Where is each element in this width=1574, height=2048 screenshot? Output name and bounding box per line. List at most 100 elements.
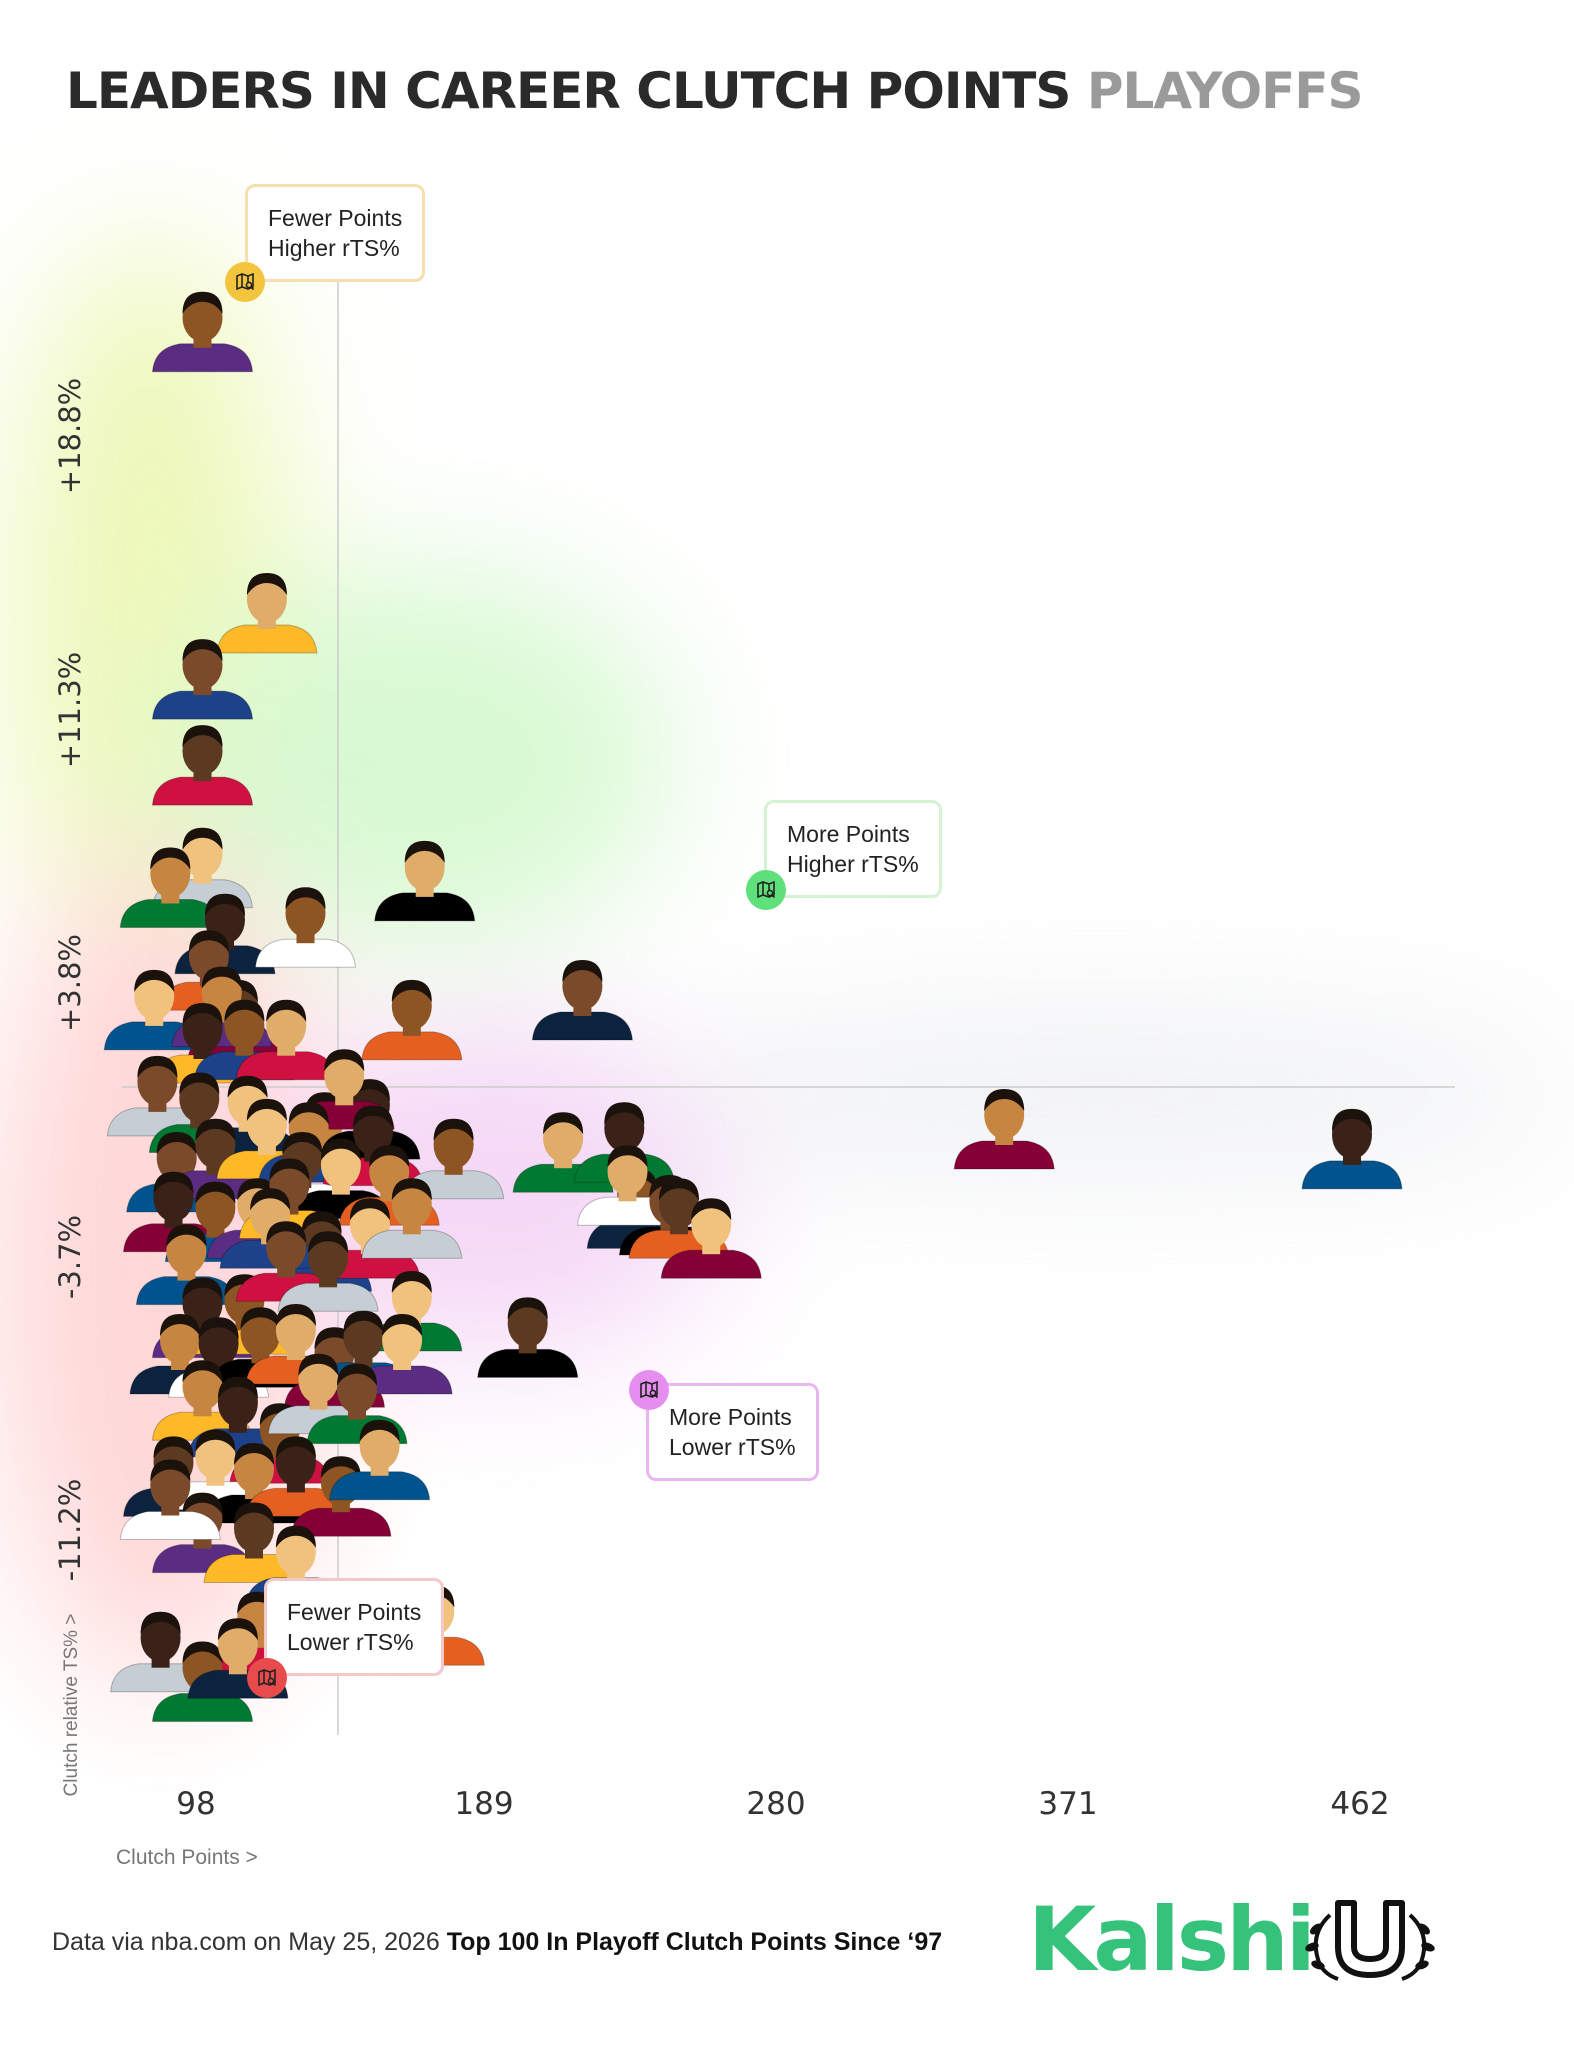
player-point bbox=[254, 887, 357, 968]
player-points bbox=[103, 291, 1403, 1722]
head bbox=[153, 1173, 194, 1222]
xtick-label: 280 bbox=[746, 1786, 806, 1822]
hair bbox=[1332, 1108, 1372, 1131]
hair bbox=[391, 979, 432, 1002]
hair bbox=[140, 1611, 181, 1634]
hair bbox=[182, 291, 223, 314]
hair bbox=[198, 1317, 239, 1340]
head bbox=[404, 842, 445, 891]
head bbox=[182, 1005, 223, 1053]
laurel-u-logo-icon bbox=[1305, 1900, 1435, 1981]
head bbox=[382, 1316, 423, 1364]
hair bbox=[217, 1376, 258, 1399]
hair bbox=[984, 1089, 1025, 1111]
xtick-label: 462 bbox=[1330, 1786, 1390, 1822]
player-point bbox=[151, 725, 254, 806]
head bbox=[391, 1273, 432, 1321]
head bbox=[607, 1147, 648, 1196]
y-axis-title: Clutch relative TS% > bbox=[61, 1613, 82, 1797]
head bbox=[320, 1140, 361, 1189]
hair bbox=[182, 1492, 223, 1515]
head bbox=[156, 1134, 197, 1182]
jersey bbox=[235, 1051, 337, 1081]
head bbox=[275, 1306, 316, 1354]
ytick-label: +3.8% bbox=[53, 934, 87, 1032]
title-accent: PLAYOFFS bbox=[1086, 62, 1364, 120]
ytick-label: -11.2% bbox=[53, 1478, 87, 1582]
player-point bbox=[277, 1231, 379, 1312]
callout-line: More Points bbox=[787, 821, 910, 847]
hair bbox=[250, 1188, 291, 1211]
chart-title: LEADERS IN CAREER CLUTCH POINTS PLAYOFFS bbox=[66, 62, 1363, 120]
player-point bbox=[119, 1459, 221, 1540]
player-point bbox=[1301, 1108, 1403, 1190]
callout-fewer-lower: Fewer Points Lower rTS% bbox=[264, 1578, 445, 1676]
hair bbox=[234, 1502, 274, 1525]
head bbox=[275, 1438, 316, 1487]
jersey bbox=[477, 1348, 579, 1378]
hair bbox=[543, 1112, 584, 1135]
head bbox=[285, 889, 326, 938]
hair bbox=[201, 966, 242, 989]
jersey bbox=[277, 1282, 379, 1312]
jersey bbox=[361, 1031, 463, 1061]
hair bbox=[433, 1118, 474, 1141]
head bbox=[137, 1057, 178, 1106]
head bbox=[246, 575, 287, 623]
ytick-label: +18.8% bbox=[53, 377, 87, 495]
hair bbox=[153, 1171, 194, 1194]
hair bbox=[607, 1145, 648, 1168]
title-main: LEADERS IN CAREER CLUTCH POINTS bbox=[66, 62, 1071, 120]
jersey bbox=[119, 1511, 221, 1540]
player-point bbox=[216, 573, 318, 654]
hair bbox=[153, 1436, 194, 1459]
callout-fewer-higher: Fewer Points Higher rTS% bbox=[245, 184, 426, 282]
footer-source: Data via nba.com on May 25, 2026 bbox=[52, 1928, 440, 1956]
hair bbox=[353, 1105, 394, 1128]
hair bbox=[150, 847, 191, 870]
head bbox=[182, 293, 223, 342]
hair bbox=[320, 1456, 361, 1479]
callout-line: Higher rTS% bbox=[268, 235, 400, 261]
head bbox=[391, 981, 432, 1030]
head bbox=[150, 1461, 191, 1510]
hair bbox=[391, 1178, 432, 1201]
xtick-label: 98 bbox=[176, 1786, 216, 1822]
callout-more-lower: More Points Lower rTS% bbox=[646, 1383, 819, 1481]
hair bbox=[195, 1181, 236, 1204]
hair bbox=[282, 1132, 323, 1154]
hair bbox=[182, 827, 223, 850]
jersey bbox=[151, 776, 254, 806]
hair bbox=[288, 1102, 329, 1125]
hair bbox=[391, 1271, 432, 1293]
jersey bbox=[290, 1507, 392, 1537]
xtick-label: 189 bbox=[454, 1786, 514, 1822]
callout-more-higher: More Points Higher rTS% bbox=[764, 800, 942, 898]
hair bbox=[562, 960, 603, 982]
head bbox=[353, 1107, 394, 1156]
head bbox=[150, 849, 191, 898]
head bbox=[224, 1001, 265, 1050]
head bbox=[507, 1299, 548, 1348]
head bbox=[134, 971, 175, 1020]
head bbox=[275, 1527, 316, 1576]
head bbox=[266, 1001, 307, 1050]
head bbox=[266, 1223, 307, 1272]
player-point bbox=[164, 1429, 266, 1511]
jersey bbox=[216, 624, 318, 654]
jersey bbox=[254, 938, 357, 968]
player-point bbox=[531, 960, 633, 1041]
head bbox=[604, 1104, 645, 1153]
hair bbox=[156, 1132, 197, 1154]
hair bbox=[298, 1353, 339, 1376]
hair bbox=[343, 1310, 384, 1333]
head bbox=[691, 1200, 732, 1249]
head bbox=[179, 1074, 220, 1123]
map-pin-icon bbox=[629, 1370, 669, 1410]
head bbox=[1332, 1110, 1372, 1159]
map-pin-icon bbox=[746, 870, 786, 910]
ytick-label: +11.3% bbox=[53, 651, 87, 769]
head bbox=[433, 1120, 474, 1169]
head bbox=[246, 1100, 287, 1149]
head bbox=[166, 1226, 207, 1275]
